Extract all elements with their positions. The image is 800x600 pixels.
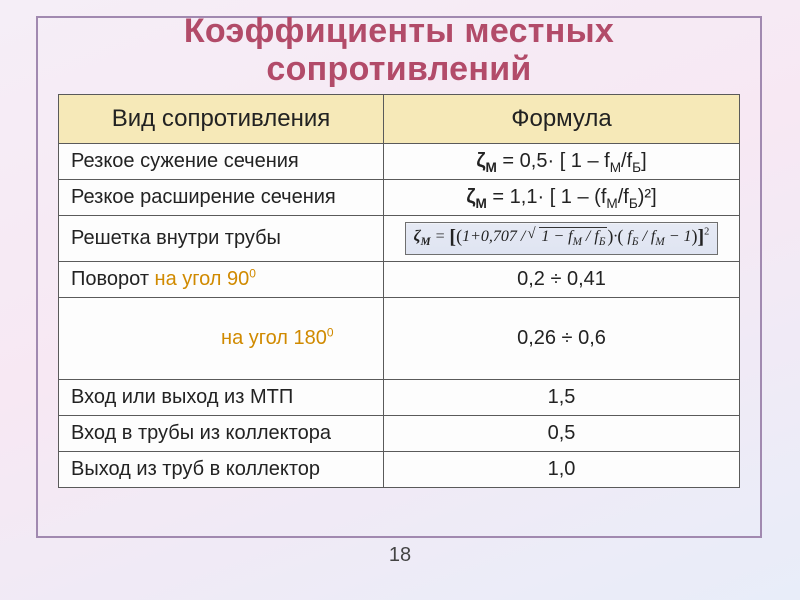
table-header-row: Вид сопротивления Формула bbox=[59, 95, 740, 144]
degree-sup: 0 bbox=[327, 325, 334, 339]
degree-sup: 0 bbox=[249, 266, 256, 280]
col-header-formula: Формула bbox=[384, 95, 740, 144]
formula-text: = 1,1· [ 1 – (f bbox=[487, 186, 607, 208]
f-sub: Б bbox=[632, 160, 641, 175]
title-line-1: Коэффициенты местных bbox=[184, 12, 614, 50]
table-row: Решетка внутри трубы ζМ = [(1+0,707 / 1 … bbox=[59, 216, 740, 262]
formula-text: /f bbox=[618, 186, 629, 208]
table-row: Вход или выход из МТП 1,5 bbox=[59, 380, 740, 416]
table-row: Резкое сужение сечения ζМ = 0,5· [ 1 – f… bbox=[59, 144, 740, 180]
zeta-symbol: ζ bbox=[476, 150, 485, 172]
coefficients-table: Вид сопротивления Формула Резкое сужение… bbox=[58, 94, 740, 488]
cell-formula: ζМ = 1,1· [ 1 – (fМ/fБ)²] bbox=[384, 180, 740, 216]
cell-value: 1,0 bbox=[384, 452, 740, 488]
table-row: Выход из труб в коллектор 1,0 bbox=[59, 452, 740, 488]
title-block: Коэффициенты местных сопротивлений bbox=[36, 12, 762, 90]
table-row: на угол 1800 0,26 ÷ 0,6 bbox=[59, 298, 740, 380]
radicand: 1 − fМ / fБ bbox=[539, 227, 607, 246]
title-line-2: сопротивлений bbox=[266, 50, 531, 88]
cell-type: Резкое сужение сечения bbox=[59, 144, 384, 180]
zeta-sub: М bbox=[486, 160, 497, 175]
f-sub: М bbox=[606, 196, 617, 211]
cell-formula: ζМ = [(1+0,707 / 1 − fМ / fБ)·( fБ / fМ … bbox=[384, 216, 740, 262]
cell-prefix bbox=[138, 327, 221, 349]
f-sub: М bbox=[573, 236, 582, 248]
cell-value: 0,2 ÷ 0,41 bbox=[384, 262, 740, 298]
zeta-symbol: ζ bbox=[414, 228, 421, 245]
formula-text: 1 − f bbox=[541, 228, 572, 245]
zeta-sub: М bbox=[421, 236, 431, 248]
table-row: Поворот на угол 900 0,2 ÷ 0,41 bbox=[59, 262, 740, 298]
cell-value: 1,5 bbox=[384, 380, 740, 416]
col-header-type: Вид сопротивления bbox=[59, 95, 384, 144]
cell-type: Вход в трубы из коллектора bbox=[59, 416, 384, 452]
cell-type: Резкое расширение сечения bbox=[59, 180, 384, 216]
table-wrapper: Вид сопротивления Формула Резкое сужение… bbox=[36, 94, 762, 488]
f-sub: М bbox=[655, 236, 664, 248]
formula-text: ] bbox=[641, 150, 647, 172]
formula-text: /f bbox=[621, 150, 632, 172]
cell-type: Выход из труб в коллектор bbox=[59, 452, 384, 488]
slide-content: Коэффициенты местных сопротивлений Вид с… bbox=[36, 12, 762, 488]
sqrt-icon: 1 − fМ / fБ bbox=[529, 227, 607, 246]
formula-text: )²] bbox=[638, 186, 657, 208]
cell-type: Поворот на угол 900 bbox=[59, 262, 384, 298]
cell-type: Решетка внутри трубы bbox=[59, 216, 384, 262]
cell-formula: ζМ = 0,5· [ 1 – fМ/fБ] bbox=[384, 144, 740, 180]
table-row: Резкое расширение сечения ζМ = 1,1· [ 1 … bbox=[59, 180, 740, 216]
angle-text: на угол 900 bbox=[155, 268, 256, 290]
cell-value: 0,26 ÷ 0,6 bbox=[384, 298, 740, 380]
formula-text: − 1 bbox=[665, 228, 692, 245]
formula-text: / f bbox=[638, 228, 655, 245]
f-sub: Б bbox=[629, 196, 638, 211]
angle-label: на угол 90 bbox=[155, 268, 250, 290]
formula-text: / f bbox=[582, 228, 599, 245]
slide-title: Коэффициенты местных сопротивлений bbox=[36, 12, 762, 88]
cell-type: Вход или выход из МТП bbox=[59, 380, 384, 416]
f-sub: Б bbox=[599, 236, 606, 248]
formula-text: = 0,5· [ 1 – f bbox=[497, 150, 610, 172]
angle-text: на угол 1800 bbox=[221, 327, 334, 349]
formula-text: 1+0,707 / bbox=[462, 228, 529, 245]
formula-text: = bbox=[431, 228, 446, 245]
cell-type: на угол 1800 bbox=[59, 298, 384, 380]
cell-prefix: Поворот bbox=[71, 268, 155, 290]
f-sub: М bbox=[610, 160, 621, 175]
angle-label: на угол 180 bbox=[221, 327, 327, 349]
cell-value: 0,5 bbox=[384, 416, 740, 452]
page-number: 18 bbox=[0, 544, 800, 567]
zeta-sub: М bbox=[476, 196, 487, 211]
table-row: Вход в трубы из коллектора 0,5 bbox=[59, 416, 740, 452]
formula-image-box: ζМ = [(1+0,707 / 1 − fМ / fБ)·( fБ / fМ … bbox=[405, 222, 719, 255]
power-sup: 2 bbox=[704, 227, 709, 238]
formula-text: f bbox=[623, 228, 631, 245]
zeta-symbol: ζ bbox=[466, 186, 475, 208]
